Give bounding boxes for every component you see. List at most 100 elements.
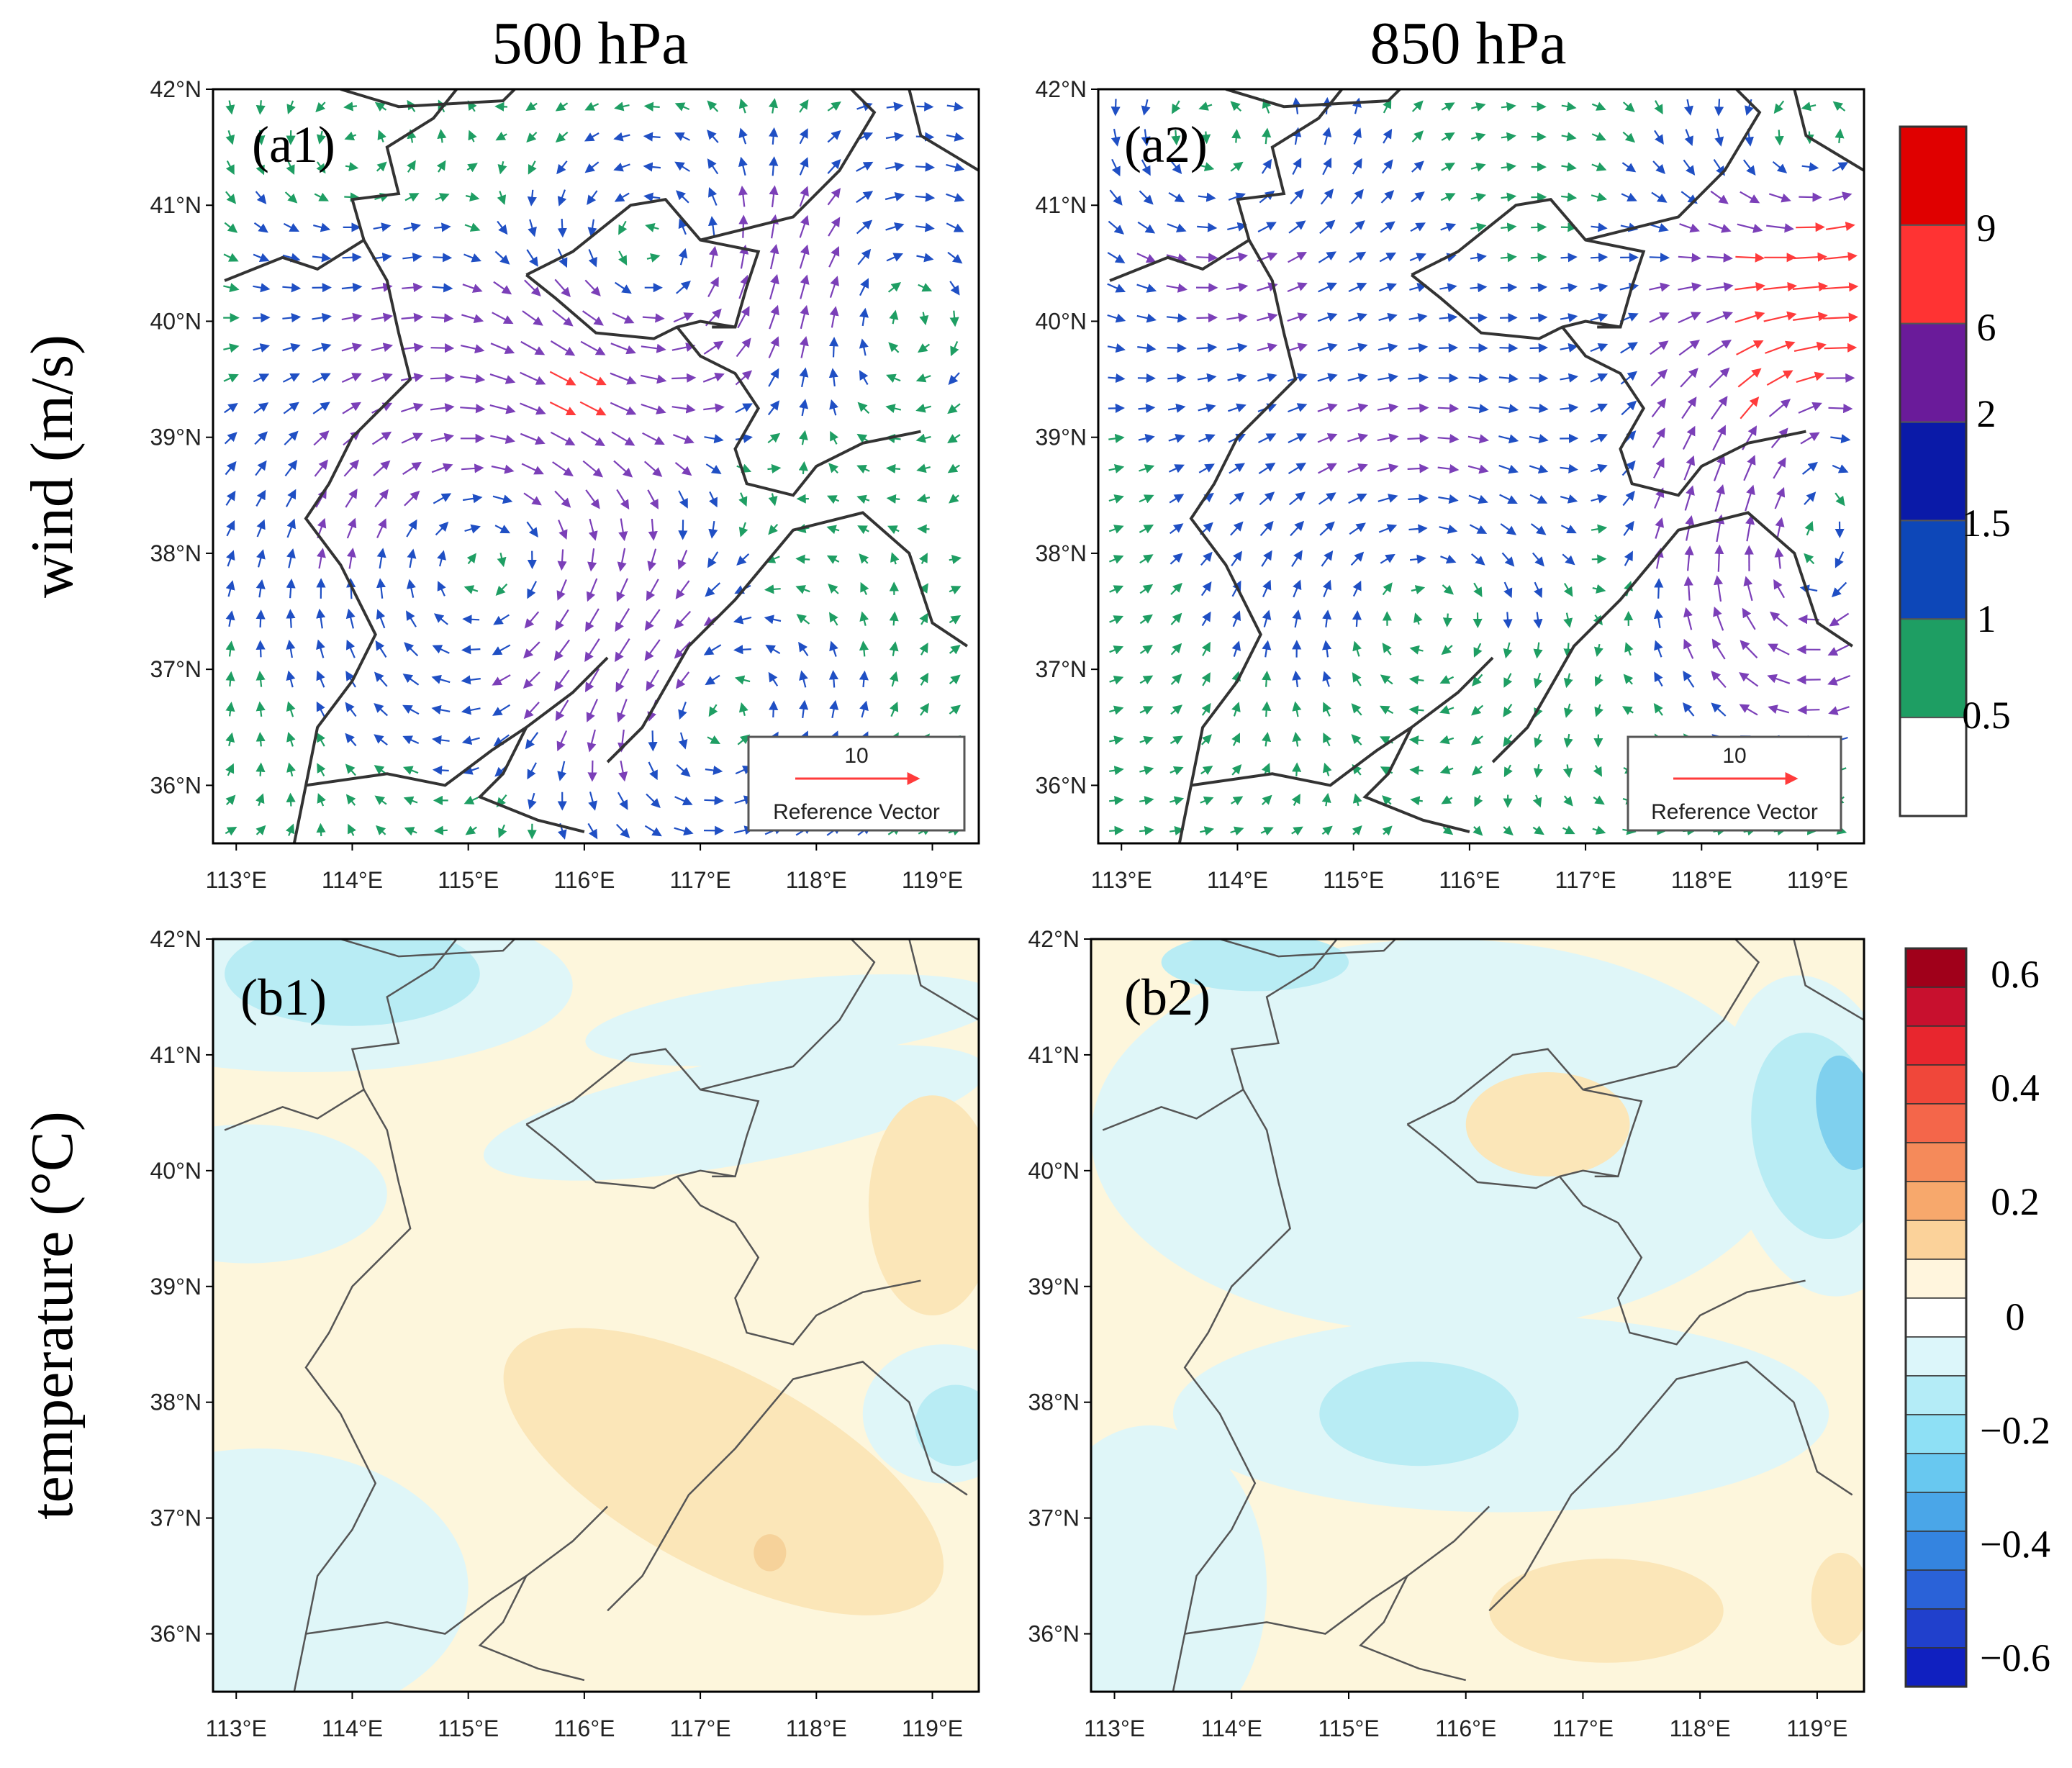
wind-vector — [1679, 223, 1700, 233]
wind-vector — [1532, 552, 1544, 567]
wind-vector — [1712, 425, 1726, 451]
lat-tick-label-36: 36°N — [150, 1621, 202, 1647]
wind-vector — [580, 340, 606, 355]
wind-vector — [1136, 284, 1157, 293]
wind-vector — [492, 674, 511, 686]
temp-colorbar-label-0_2: 0.2 — [1991, 1180, 2040, 1223]
wind-vector — [673, 434, 695, 444]
wind-vector — [225, 580, 235, 597]
lon-tick-label-114: 114°E — [322, 867, 383, 893]
lat-tick-label-40: 40°N — [150, 1158, 202, 1184]
wind-vector — [1440, 193, 1456, 202]
wind-vector — [1560, 525, 1577, 534]
wind-vector — [254, 431, 268, 445]
wind-vector — [553, 639, 570, 661]
wind-vector — [1832, 162, 1849, 172]
wind-vector — [1745, 484, 1755, 512]
wind-vector — [1407, 403, 1429, 413]
wind-vector — [1832, 101, 1846, 112]
wind-vector — [827, 158, 841, 174]
wind-vector — [435, 521, 449, 536]
wind-vector — [678, 490, 688, 509]
wind-vector — [581, 431, 605, 446]
wind-vector — [317, 793, 326, 807]
wind-vector — [1349, 522, 1366, 535]
wind-vector — [1469, 313, 1488, 323]
wind-vector — [1439, 524, 1458, 534]
wind-vector — [1591, 554, 1607, 564]
wind-vector — [1590, 373, 1609, 383]
wind-vector — [735, 370, 753, 386]
wind-vector — [1439, 735, 1455, 745]
wind-vector — [1678, 282, 1702, 292]
wind-vector — [674, 610, 692, 630]
wind-vector — [885, 162, 905, 172]
wind-vector — [1319, 521, 1335, 536]
wind-vector — [256, 519, 266, 538]
wind-vector — [431, 735, 450, 745]
wind-vector — [614, 192, 630, 202]
wind-vector — [1347, 433, 1369, 443]
wind-vector — [253, 222, 268, 233]
wind-vector — [255, 825, 266, 835]
wind-vector — [1591, 101, 1606, 111]
temperature-colorbar-segment — [1905, 1259, 1967, 1299]
wind-vector — [462, 494, 483, 504]
wind-vector — [1714, 575, 1724, 602]
lat-tick-label-38: 38°N — [1028, 1390, 1080, 1415]
wind-vector — [1560, 313, 1578, 322]
wind-vector — [1563, 612, 1573, 628]
wind-vector — [465, 192, 480, 201]
wind-vector — [255, 460, 267, 476]
wind-vector — [1560, 494, 1578, 504]
wind-vector — [1624, 550, 1633, 566]
temperature-colorbar-segment — [1905, 1103, 1967, 1143]
wind-vector — [1621, 162, 1637, 173]
wind-vector — [433, 493, 452, 504]
wind-vector — [828, 368, 838, 387]
temp-colorbar-label-0: 0 — [2006, 1295, 2025, 1338]
lon-tick-label-115: 115°E — [1323, 867, 1384, 893]
wind-vector — [1259, 520, 1274, 537]
wind-vector — [255, 100, 266, 115]
wind-vector — [1768, 704, 1790, 714]
wind-vector — [1684, 99, 1693, 116]
wind-vector — [495, 583, 508, 596]
wind-vector — [346, 517, 357, 539]
wind-vector — [1349, 251, 1367, 263]
wind-vector — [377, 130, 386, 142]
wind-vector — [1409, 766, 1424, 776]
wind-vector — [1801, 461, 1818, 475]
wind-vector — [1441, 795, 1453, 804]
wind-vector — [1201, 672, 1211, 686]
wind-vector — [1442, 825, 1454, 835]
wind-vector — [644, 639, 661, 661]
wind-vector — [1109, 585, 1124, 594]
wind-vector — [402, 766, 419, 775]
reference-vector-label-a2: Reference Vector — [1651, 800, 1818, 824]
wind-vector — [1822, 282, 1859, 292]
wind-vector — [1136, 253, 1157, 263]
wind-vector — [348, 823, 356, 836]
wind-vector — [1318, 282, 1337, 293]
wind-vector — [1830, 434, 1851, 444]
wind-vector — [433, 613, 448, 625]
wind-vector — [464, 524, 481, 534]
wind-vector — [1804, 521, 1814, 536]
wind-vector — [1168, 464, 1185, 473]
wind-vector — [312, 253, 332, 263]
wind-vector — [828, 337, 839, 358]
wind-vector — [920, 702, 930, 716]
wind-vector — [1231, 610, 1241, 627]
wind-vector — [799, 244, 810, 269]
wind-vector — [1591, 132, 1606, 141]
wind-vector — [949, 281, 960, 296]
wind-vector — [1501, 101, 1516, 112]
wind-vector — [915, 403, 932, 413]
temperature-colorbar-segment — [1905, 1297, 1967, 1338]
wind-vector — [769, 700, 779, 718]
wind-vector — [1622, 490, 1635, 507]
wind-vector — [584, 668, 600, 693]
wind-vector — [795, 554, 810, 564]
wind-vector — [1653, 609, 1663, 628]
